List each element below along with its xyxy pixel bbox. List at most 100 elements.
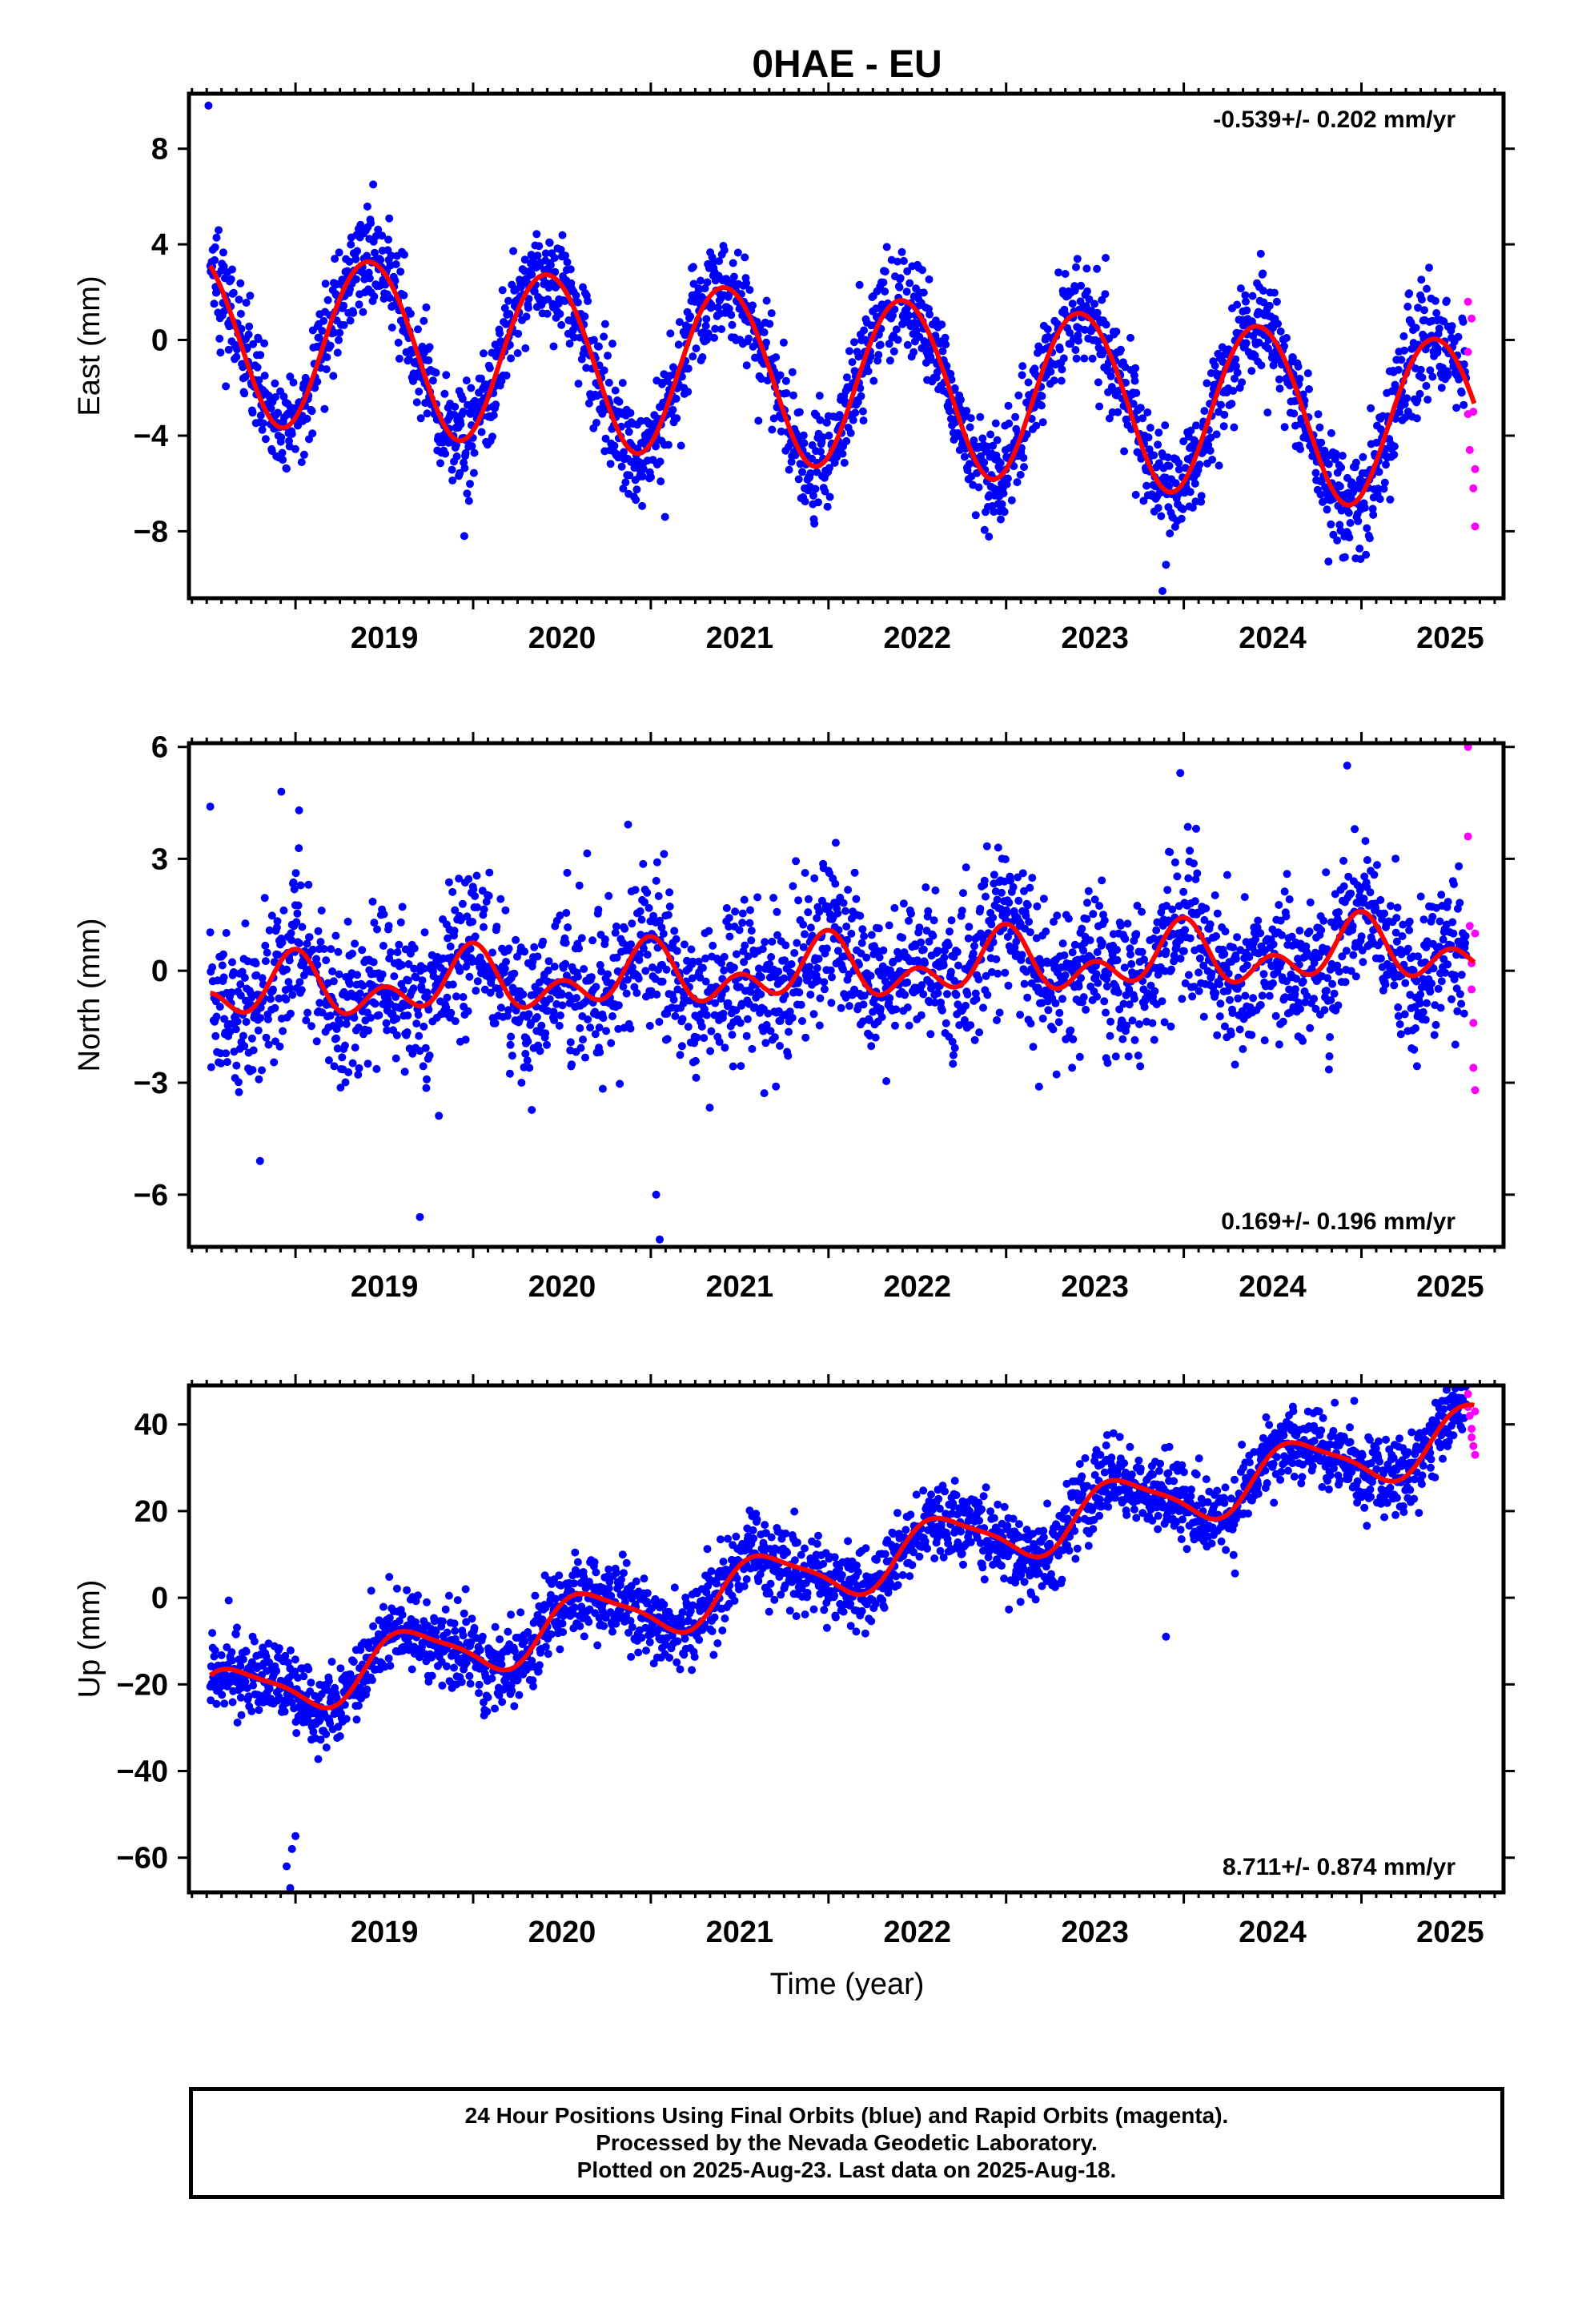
data-point [991, 419, 1000, 428]
data-point [1365, 534, 1374, 543]
data-point [258, 974, 267, 983]
data-point [604, 352, 612, 360]
data-point [1437, 891, 1446, 899]
data-point [317, 907, 326, 915]
data-point [271, 1003, 279, 1012]
data-point [641, 967, 650, 975]
rate-label: -0.539+/- 0.202 mm/yr [1213, 107, 1456, 133]
data-point [1457, 999, 1466, 1008]
data-point [770, 1033, 779, 1042]
data-point [622, 989, 631, 998]
data-point [1327, 520, 1335, 529]
data-point [1451, 1040, 1460, 1049]
data-point [1132, 930, 1141, 939]
data-point [805, 963, 814, 971]
data-point [815, 1021, 824, 1030]
data-point [240, 389, 249, 398]
data-point [384, 922, 393, 931]
data-point [851, 408, 860, 417]
data-point [979, 1003, 987, 1012]
data-point [274, 408, 283, 417]
data-point [632, 989, 641, 997]
data-point [669, 363, 677, 372]
data-point [428, 376, 437, 385]
data-point [1345, 533, 1354, 542]
data-point [1306, 1023, 1315, 1032]
data-point [966, 423, 974, 432]
data-point [351, 255, 360, 263]
data-point [1038, 392, 1046, 400]
data-point [769, 894, 778, 903]
data-point [604, 970, 612, 979]
data-point [728, 320, 737, 329]
data-point [797, 1000, 805, 1009]
data-point [982, 892, 990, 901]
data-point [464, 875, 473, 883]
data-point [448, 476, 457, 485]
data-point [634, 975, 643, 983]
data-point [1256, 929, 1265, 938]
data-point [521, 1049, 530, 1058]
data-point [729, 259, 737, 267]
data-point [459, 408, 468, 416]
data-point [235, 296, 243, 304]
data-point [470, 448, 479, 457]
data-point [491, 1019, 500, 1027]
data-point [1168, 905, 1177, 914]
data-point [1215, 461, 1223, 470]
data-point [1398, 932, 1407, 940]
data-point [572, 994, 581, 1003]
data-point [1179, 947, 1188, 955]
data-point [1416, 990, 1425, 999]
data-point [1328, 979, 1337, 988]
data-point [1226, 995, 1234, 1004]
data-point [1400, 1010, 1409, 1019]
data-point [396, 267, 405, 276]
data-point [1074, 336, 1082, 345]
data-point [563, 258, 572, 267]
data-point [638, 501, 647, 510]
data-point [414, 325, 422, 334]
data-point [1186, 426, 1195, 435]
data-point [1223, 870, 1231, 879]
data-point [1259, 970, 1268, 979]
data-point [709, 941, 717, 950]
data-point [990, 508, 998, 517]
data-point [324, 1056, 333, 1064]
data-point [701, 284, 709, 293]
data-point [1186, 488, 1195, 497]
data-point [558, 231, 567, 239]
data-point [777, 427, 785, 436]
data-point [1392, 914, 1401, 923]
data-point [1199, 1012, 1208, 1021]
data-point [287, 929, 295, 938]
data-point [333, 348, 342, 357]
data-point [619, 983, 628, 991]
data-point [606, 460, 615, 468]
data-point [987, 920, 996, 929]
data-point [811, 485, 820, 493]
data-point [867, 931, 876, 939]
data-point [1401, 979, 1410, 987]
data-point [857, 939, 866, 947]
data-point [363, 1059, 372, 1068]
data-point [1213, 1031, 1222, 1039]
data-point [1349, 951, 1358, 959]
data-point [464, 497, 473, 505]
data-point [1103, 1059, 1112, 1068]
data-point [876, 340, 885, 349]
data-point [608, 340, 616, 348]
data-point [469, 468, 478, 477]
data-point [1100, 916, 1109, 925]
data-point [233, 1017, 242, 1026]
data-point [611, 386, 620, 395]
data-point [652, 442, 661, 451]
data-point [871, 1033, 880, 1042]
y-tick-label: 8 [151, 133, 168, 167]
data-point [532, 1013, 541, 1021]
data-point [370, 919, 379, 927]
data-point [804, 895, 813, 903]
data-point [1320, 446, 1329, 455]
data-point [1192, 421, 1200, 430]
data-point [1152, 926, 1161, 935]
